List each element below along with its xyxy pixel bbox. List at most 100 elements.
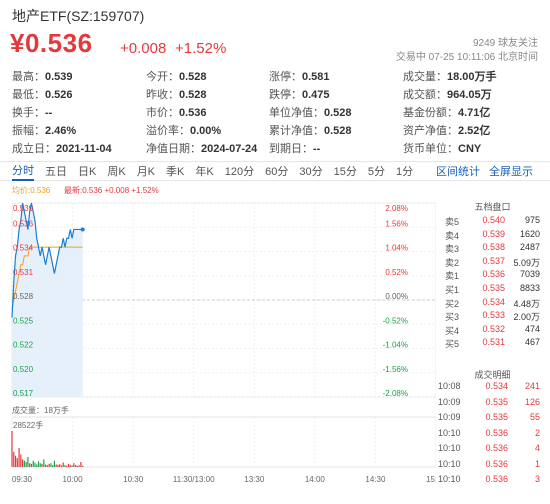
trade-vol: 3 [534, 474, 540, 484]
stat-value: 0.528 [179, 89, 207, 101]
trade-time: 10:09 [438, 396, 461, 407]
orderbook-price: 0.536 [482, 269, 505, 280]
tab-8[interactable]: 60分 [265, 166, 289, 178]
x-tick-label: 10:00 [63, 475, 84, 484]
y-pct-label: -1.56% [383, 365, 408, 374]
stat-label: 最低： [12, 89, 45, 101]
tab-1[interactable]: 五日 [45, 166, 67, 178]
range-stats-button[interactable]: 区间统计 [436, 166, 480, 178]
stat-cell: 市价：0.536 [146, 104, 269, 122]
trade-time: 10:10 [438, 427, 461, 438]
stat-cell: 到期日：-- [269, 140, 403, 158]
orderbook-price: 0.532 [482, 323, 505, 334]
orderbook-vol: 2.00万 [513, 312, 540, 323]
orderbook-vol: 1620 [519, 228, 540, 239]
latest-price-legend: 最新:0.536 +0.008 +1.52% [64, 186, 159, 195]
stat-value: -- [45, 107, 53, 119]
stats-row: 最低：0.526 昨收：0.528 跌停：0.475 成交额：964.05万 [12, 86, 542, 104]
tab-9[interactable]: 30分 [299, 166, 323, 178]
orderbook-name: 买3 [445, 312, 460, 323]
latest-price-dot [80, 227, 85, 232]
avg-price-legend: 均价:0.536 [12, 186, 51, 195]
volume-bar [80, 461, 82, 467]
volume-bar [46, 465, 48, 467]
stat-cell: 昨收：0.528 [146, 86, 269, 104]
tab-3[interactable]: 周K [107, 166, 126, 178]
stat-value: 0.536 [179, 107, 207, 119]
trade-row: 10:10 0.536 2 [438, 428, 540, 441]
trade-price: 0.536 [485, 458, 508, 469]
orderbook-price: 0.534 [482, 296, 505, 307]
intraday-chart[interactable]: 0.539 0.536 0.534 0.531 0.528 0.525 0.522 0.520… [0, 195, 436, 500]
volume-bar [23, 460, 25, 467]
avg-price-line [11, 246, 83, 309]
follower-count[interactable]: 9249 球友关注 [472, 38, 538, 49]
volume-bar [22, 459, 24, 467]
stat-value: 4.71亿 [458, 107, 491, 119]
stat-value: 0.00% [190, 125, 222, 137]
stats-table: 最高：0.539 今开：0.528 涨停：0.581 成交量：18.00万手 最低：0.… [12, 68, 542, 158]
orderbook-vol: 467 [524, 337, 540, 348]
stat-label: 跌停： [269, 89, 302, 101]
stat-value: 2.46% [45, 125, 77, 137]
tab-2[interactable]: 日K [78, 166, 97, 178]
stat-value: 2.52亿 [458, 125, 491, 137]
tab-7[interactable]: 120分 [224, 166, 255, 178]
trade-vol: 4 [534, 443, 540, 453]
stat-cell: 成交量：18.00万手 [403, 68, 542, 86]
stats-row: 最高：0.539 今开：0.528 涨停：0.581 成交量：18.00万手 [12, 68, 542, 86]
trade-vol: 2 [534, 427, 540, 438]
orderbook-price: 0.537 [482, 255, 505, 266]
trade-price: 0.535 [485, 396, 508, 407]
volume-bar [76, 465, 78, 467]
stat-value: 0.581 [302, 71, 330, 83]
y-tick-label: 0.531 [13, 268, 34, 277]
tab-0[interactable]: 分时 [12, 162, 34, 181]
tab-11[interactable]: 5分 [367, 166, 385, 178]
stat-value: 2024-07-24 [201, 143, 258, 155]
y-tick-label: 0.534 [13, 244, 34, 253]
stat-cell: 资产净值：2.52亿 [403, 122, 542, 140]
page-title: 地产ETF(SZ:159707) [12, 8, 145, 24]
stat-cell: 跌停：0.475 [269, 86, 403, 104]
volume-bar [82, 465, 84, 467]
stat-cell: 单位净值：0.528 [269, 104, 403, 122]
tab-12[interactable]: 1分 [395, 166, 414, 178]
trade-row: 10:10 0.536 3 [438, 474, 540, 487]
stat-value: CNY [458, 143, 482, 155]
stat-value: -- [313, 143, 321, 155]
stat-label: 单位净值： [269, 107, 324, 119]
trade-row: 10:10 0.536 4 [438, 443, 540, 456]
fullscreen-button[interactable]: 全屏显示 [489, 166, 533, 178]
y-tick-label: 0.520 [13, 365, 34, 374]
tab-5[interactable]: 季K [166, 166, 185, 178]
orderbook-vol: 2487 [519, 242, 540, 253]
stat-label: 资产净值： [403, 125, 458, 137]
volume-bar [36, 464, 38, 467]
x-tick-label: 14:00 [305, 475, 326, 484]
ask-row: 卖3 0.538 2487 [445, 242, 540, 255]
orderbook-name: 卖1 [445, 271, 460, 282]
stat-cell: 净值日期：2024-07-24 [146, 140, 269, 158]
volume-bar [43, 459, 45, 467]
trade-vol: 126 [524, 396, 540, 407]
stat-label: 市价： [146, 107, 179, 119]
tab-10[interactable]: 15分 [333, 166, 357, 178]
volume-bar [48, 463, 50, 467]
orderbook-name: 卖4 [445, 230, 460, 241]
tab-4[interactable]: 月K [136, 166, 156, 178]
stat-label: 换手： [12, 107, 45, 119]
y-pct-label: 0.52% [385, 268, 408, 277]
stat-cell: 成交额：964.05万 [403, 86, 542, 104]
y-tick-label: 0.522 [13, 341, 34, 350]
volume-bar [18, 448, 20, 467]
current-price: ¥0.536 [10, 28, 93, 58]
stat-label: 最高： [12, 71, 45, 83]
stat-label: 货币单位： [403, 143, 458, 155]
bid-row: 买4 0.532 474 [445, 324, 540, 337]
bid-row: 买5 0.531 467 [445, 337, 540, 350]
tab-6[interactable]: 年K [195, 166, 214, 178]
stat-label: 成立日： [12, 143, 56, 155]
trade-price: 0.534 [485, 381, 508, 391]
stat-cell: 基金份额：4.71亿 [403, 104, 542, 122]
